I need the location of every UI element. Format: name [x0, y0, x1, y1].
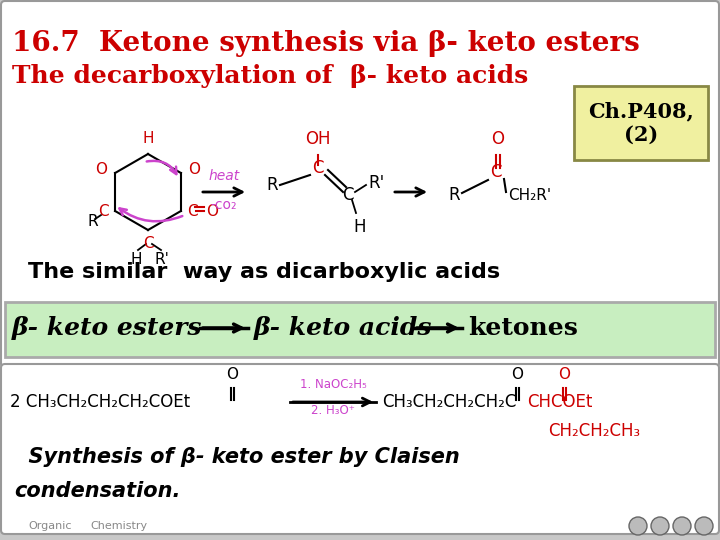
Text: O: O — [558, 367, 570, 382]
Text: 16.7  Ketone synthesis via β- keto esters: 16.7 Ketone synthesis via β- keto esters — [12, 30, 640, 57]
Text: H: H — [354, 218, 366, 236]
Text: 1. NaOC₂H₅: 1. NaOC₂H₅ — [300, 378, 366, 391]
Text: H: H — [143, 131, 154, 146]
Text: O: O — [206, 204, 218, 219]
Text: R: R — [88, 213, 99, 228]
Text: R': R' — [155, 252, 169, 267]
Text: O: O — [511, 367, 523, 382]
Text: C: C — [312, 159, 324, 177]
Text: 2. H₃O⁺: 2. H₃O⁺ — [311, 404, 355, 417]
Circle shape — [695, 517, 713, 535]
Bar — [5, 302, 715, 357]
Text: O: O — [188, 161, 200, 177]
Circle shape — [651, 517, 669, 535]
Text: CHCOEt: CHCOEt — [527, 393, 593, 411]
Text: heat: heat — [208, 169, 240, 183]
Text: C: C — [342, 186, 354, 204]
Text: Organic: Organic — [28, 521, 71, 531]
Text: ketones: ketones — [468, 316, 578, 340]
Text: C: C — [187, 204, 197, 219]
Text: R: R — [266, 176, 278, 194]
Text: -co₂: -co₂ — [211, 198, 238, 212]
Text: The decarboxylation of  β- keto acids: The decarboxylation of β- keto acids — [12, 64, 528, 88]
Text: O: O — [226, 367, 238, 382]
Text: C: C — [143, 236, 153, 251]
Text: O: O — [95, 161, 107, 177]
Text: condensation.: condensation. — [14, 481, 181, 501]
Text: R': R' — [368, 174, 384, 192]
Circle shape — [629, 517, 647, 535]
Text: R: R — [449, 186, 460, 204]
Text: The similar  way as dicarboxylic acids: The similar way as dicarboxylic acids — [28, 262, 500, 282]
FancyBboxPatch shape — [574, 86, 708, 160]
Text: Chemistry: Chemistry — [90, 521, 147, 531]
Text: Synthesis of β- keto ester by Claisen: Synthesis of β- keto ester by Claisen — [14, 447, 460, 467]
Text: CH₂CH₂CH₃: CH₂CH₂CH₃ — [548, 422, 640, 440]
Text: C: C — [490, 163, 502, 181]
Text: Ch.P408,
(2): Ch.P408, (2) — [588, 102, 694, 145]
Circle shape — [673, 517, 691, 535]
Text: CH₂R': CH₂R' — [508, 187, 551, 202]
FancyBboxPatch shape — [1, 364, 719, 534]
Text: 2 CH₃CH₂CH₂CH₂COEt: 2 CH₃CH₂CH₂CH₂COEt — [10, 393, 190, 411]
Text: O: O — [492, 130, 505, 148]
Text: H: H — [130, 252, 142, 267]
FancyBboxPatch shape — [1, 1, 719, 367]
Text: β- keto esters: β- keto esters — [12, 316, 202, 340]
Text: β- keto acids: β- keto acids — [254, 316, 433, 340]
Text: C: C — [99, 204, 109, 219]
Text: CH₃CH₂CH₂CH₂C: CH₃CH₂CH₂CH₂C — [382, 393, 516, 411]
Text: OH: OH — [305, 130, 330, 148]
